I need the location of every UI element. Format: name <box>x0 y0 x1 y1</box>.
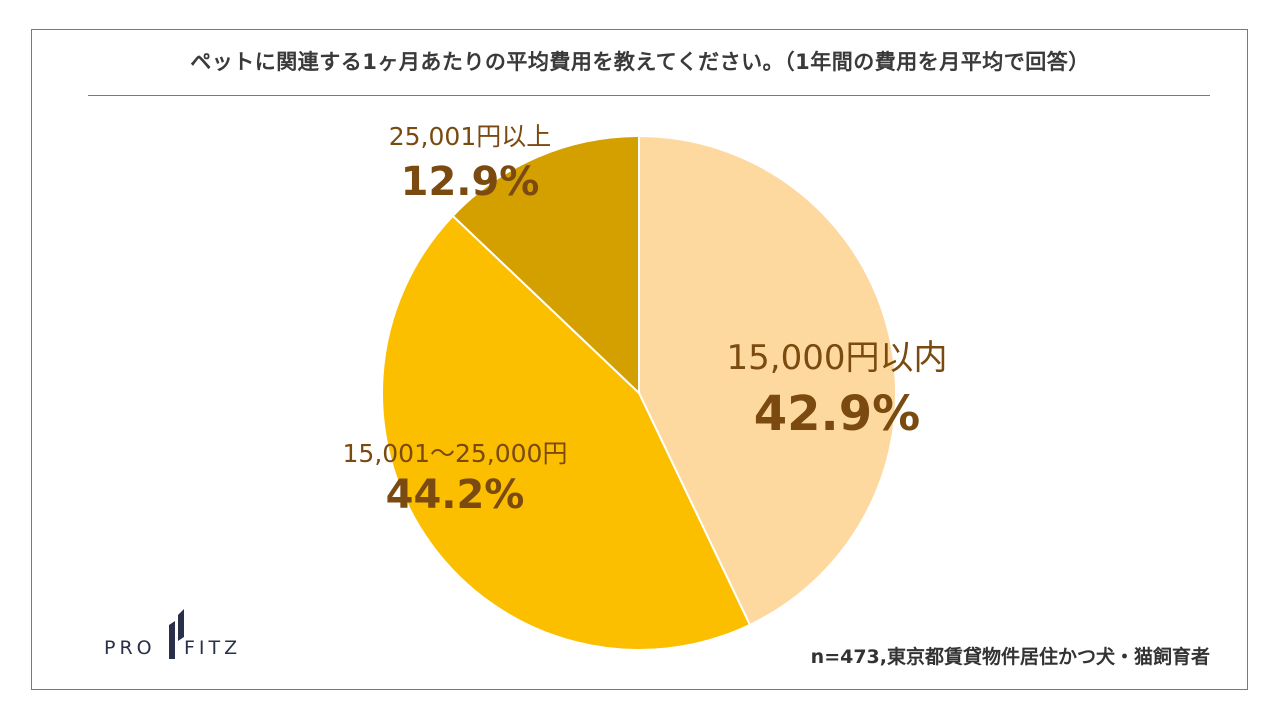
slice-value-label-2: 12.9% <box>401 159 540 205</box>
logo-mark-icon <box>169 609 184 659</box>
pie-slice-1 <box>381 214 752 651</box>
pie-slices <box>381 134 897 651</box>
chart-title: ペットに関連する1ヶ月あたりの平均費用を教えてください。（1年間の費用を月平均で… <box>190 50 1090 74</box>
slice-category-label-2: 25,001円以上 <box>389 122 551 151</box>
profitz-logo: PRO FITZ <box>104 607 254 659</box>
slice-value-label-0: 42.9% <box>754 386 921 442</box>
chart-frame <box>31 29 1248 690</box>
slice-category-label-0: 15,000円以内 <box>727 338 948 378</box>
pie-slice-0 <box>638 134 897 627</box>
title-divider <box>88 95 1210 96</box>
sample-note: n=473,東京都賃貸物件居住かつ犬・猫飼育者 <box>810 646 1210 668</box>
slice-category-label-1: 15,001～25,000円 <box>343 439 568 468</box>
pie-slice-2 <box>451 134 640 396</box>
slice-labels: 15,000円以内 42.9% 15,001～25,000円 44.2% 25,… <box>343 122 948 518</box>
slice-value-label-1: 44.2% <box>386 472 525 518</box>
logo-text-left: PRO <box>104 637 156 659</box>
logo-text-right: FITZ <box>184 637 242 659</box>
